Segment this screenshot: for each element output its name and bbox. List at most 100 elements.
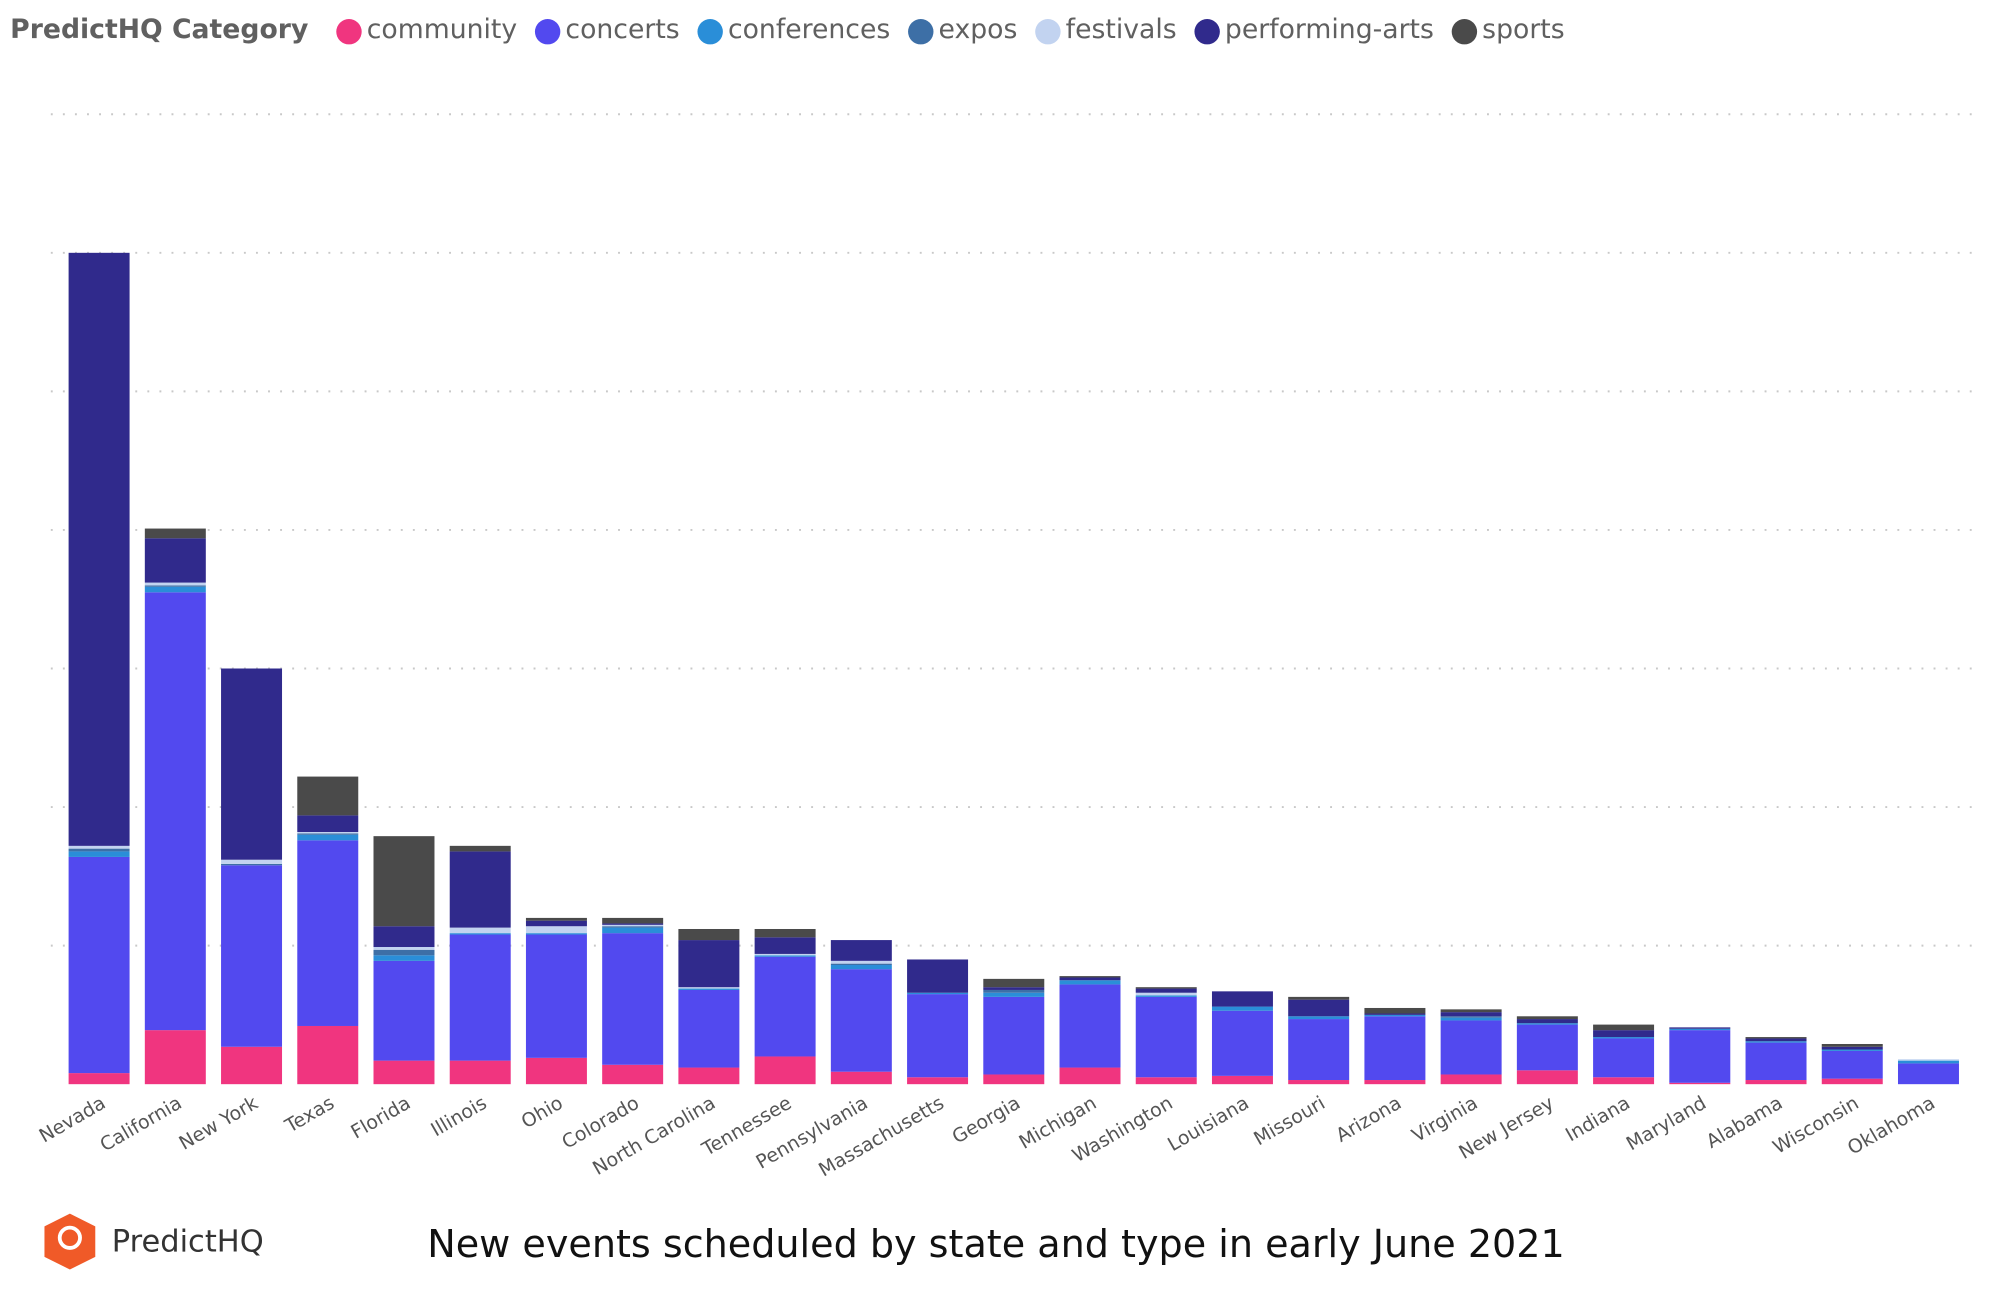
bar-segment [1059, 976, 1121, 978]
x-tick-label: Texas [281, 1092, 338, 1138]
legend-label: sports [1482, 14, 1564, 45]
bar-segment [1821, 1046, 1883, 1050]
bar-segment [297, 834, 359, 841]
bar-segment [449, 927, 511, 934]
bar-segment [678, 989, 740, 1068]
bar-segment [602, 933, 664, 1065]
bar-segment [1516, 1070, 1578, 1085]
x-tick-label: Louisiana [1164, 1092, 1253, 1156]
bar-segment [449, 851, 511, 928]
bar-segment [144, 586, 206, 593]
bar-segment [68, 1073, 130, 1085]
bar-segment [1669, 1082, 1731, 1085]
x-tick-label: Arizona [1332, 1092, 1405, 1147]
bar-segment [1745, 1080, 1807, 1085]
legend-label: conferences [728, 14, 890, 45]
brand-logo [44, 1213, 96, 1270]
bar-segment [1440, 1074, 1502, 1085]
bar-segment [1593, 1077, 1655, 1085]
bar-segment [144, 1030, 206, 1085]
bar-segment [1364, 1014, 1426, 1017]
bar-segment [1745, 1038, 1807, 1042]
bar-segment [68, 845, 130, 849]
bar-segment [449, 1060, 511, 1085]
legend-marker [1451, 19, 1478, 45]
bar-segment [1516, 1024, 1578, 1071]
bar-segment [373, 947, 435, 950]
bar-segment [983, 996, 1045, 1075]
bar-segment [1516, 1023, 1578, 1025]
bar-segment [830, 969, 892, 1072]
bar-segment [1593, 1038, 1655, 1078]
bar-segment [830, 960, 892, 964]
x-tick-label: Florida [347, 1092, 414, 1143]
bar-segment [1516, 1016, 1578, 1020]
bar-segment [602, 923, 664, 925]
bar-segment [1288, 996, 1350, 1000]
legend-marker [336, 19, 362, 45]
bar-segment [983, 1074, 1045, 1085]
bar-segment [1745, 1042, 1807, 1081]
bar-segment [602, 924, 664, 927]
bar-segment [1211, 1006, 1273, 1011]
bar-segment [907, 959, 969, 993]
x-tick-label: Oklahoma [1844, 1092, 1939, 1159]
bar-segment [1440, 1012, 1502, 1017]
bar-segment [144, 528, 206, 539]
bar-segment [525, 920, 587, 927]
bar-segment [1440, 1009, 1502, 1013]
bar-segment [68, 252, 130, 846]
bar-segment [754, 937, 816, 954]
bar-segment [983, 978, 1045, 988]
bar-segment [1135, 987, 1197, 989]
caption: New events scheduled by state and type i… [427, 1222, 1565, 1266]
bar-segment [1135, 996, 1197, 1078]
bar-segment [449, 934, 511, 1061]
bar-segment [525, 926, 587, 934]
bar-segment [297, 1025, 359, 1085]
bar-segment [602, 917, 664, 924]
bar-segment [144, 582, 206, 586]
bar-segment [221, 863, 283, 866]
legend-label: expos [939, 14, 1018, 45]
bar-segment [907, 994, 969, 1078]
bar-segment [1288, 1016, 1350, 1020]
bar-segment [1821, 1043, 1883, 1047]
bar-segment [830, 963, 892, 966]
bar-segment [1593, 1030, 1655, 1038]
bar-segment [830, 940, 892, 961]
bar-segment [1135, 992, 1197, 996]
bar-segment [1135, 995, 1197, 997]
brand-name: PredictHQ [112, 1224, 264, 1259]
bar-segment [983, 992, 1045, 997]
bar-segment [221, 865, 283, 1047]
bar-segment [221, 668, 283, 860]
x-tick-label: Maryland [1623, 1092, 1710, 1155]
bar-segment [1440, 1017, 1502, 1021]
bar-segment [1059, 977, 1121, 981]
bar-segment [1821, 1049, 1883, 1051]
bar-segment [1516, 1019, 1578, 1024]
bar-segment [449, 845, 511, 852]
bar-segment [1440, 1020, 1502, 1075]
bar-segment [754, 953, 816, 956]
bar-segment [1440, 1016, 1502, 1018]
bar-segment [525, 917, 587, 921]
bar-segment [1897, 1063, 1959, 1085]
bar-segment [1821, 1078, 1883, 1085]
bar-segment [297, 776, 359, 816]
bar-segment [983, 987, 1045, 990]
bar-segment [1211, 1075, 1273, 1085]
bar-segment [68, 851, 130, 857]
x-tick-label: Georgia [948, 1092, 1024, 1148]
bar-segment [678, 988, 740, 990]
bar-segment [1211, 991, 1273, 1007]
bar-segment [678, 928, 740, 941]
x-tick-label: Missouri [1250, 1092, 1329, 1150]
bar-segment [1288, 1019, 1350, 1081]
legend-label: community [367, 14, 517, 45]
bar-segment [1135, 1077, 1197, 1085]
bar-segment [602, 926, 664, 928]
bar-segment [297, 832, 359, 834]
bar-segment [907, 992, 969, 995]
